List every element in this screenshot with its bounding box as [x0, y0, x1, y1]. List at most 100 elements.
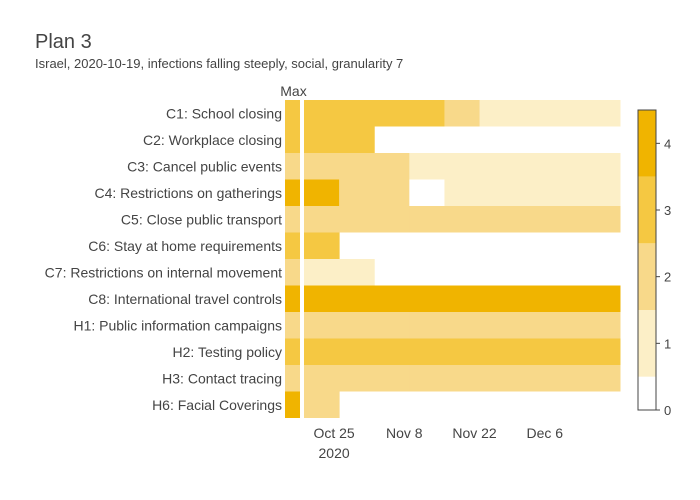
heatmap-cell	[549, 153, 586, 180]
row-label: H1: Public information campaigns	[73, 317, 282, 333]
heatmap-cell	[549, 100, 586, 127]
heatmap-cell	[444, 312, 481, 339]
heatmap-cell	[444, 100, 481, 127]
heatmap-cell	[444, 338, 481, 365]
x-tick-label: Oct 25	[313, 425, 354, 441]
heatmap-cell	[374, 153, 410, 180]
row-label: C3: Cancel public events	[127, 158, 282, 174]
max-column-header: Max	[280, 83, 306, 99]
heatmap-cell	[339, 259, 375, 286]
x-tick-sublabel: 2020	[319, 445, 350, 461]
heatmap-cell	[339, 338, 375, 365]
heatmap-cell	[549, 365, 586, 392]
heatmap-cell	[584, 153, 621, 180]
heatmap-cell	[479, 365, 516, 392]
heatmap-cell	[584, 285, 621, 312]
colorbar-tick-label: 2	[664, 270, 671, 285]
heatmap-cell	[409, 153, 445, 180]
colorbar-tick-label: 0	[664, 403, 671, 418]
row-label: H2: Testing policy	[173, 344, 282, 360]
row-label: C2: Workplace closing	[143, 132, 282, 148]
heatmap-cell	[409, 338, 445, 365]
heatmap-cell	[339, 179, 375, 206]
heatmap-cell	[374, 312, 410, 339]
max-cell	[285, 100, 300, 127]
heatmap-cell	[444, 153, 481, 180]
heatmap-cell	[584, 206, 621, 233]
max-cell	[285, 126, 300, 153]
heatmap-cell	[374, 206, 410, 233]
heatmap-cell	[304, 259, 340, 286]
colorbar-segment	[638, 376, 656, 410]
heatmap-cell	[374, 365, 410, 392]
heatmap-cell	[339, 312, 375, 339]
heatmap-cell	[304, 338, 340, 365]
row-label: C1: School closing	[166, 105, 282, 121]
heatmap-cell	[304, 153, 340, 180]
heatmap-cell	[444, 179, 481, 206]
x-tick-label: Nov 8	[386, 425, 423, 441]
colorbar-outline	[637, 109, 657, 411]
colorbar-segment	[638, 110, 656, 177]
colorbar-segment	[638, 176, 656, 244]
max-cell	[285, 338, 300, 365]
max-cell	[285, 365, 300, 392]
heatmap-cell	[304, 232, 340, 259]
chart-title: Plan 3	[35, 31, 92, 53]
heatmap-cell	[409, 285, 445, 312]
heatmap-cell	[374, 100, 410, 127]
heatmap-cell	[549, 179, 586, 206]
heatmap-cell	[584, 100, 621, 127]
heatmap-cell	[304, 391, 340, 418]
heatmap-cell	[514, 100, 551, 127]
colorbar-tick-label: 3	[664, 203, 671, 218]
heatmap-cell	[409, 206, 445, 233]
heatmap-cell	[339, 206, 375, 233]
heatmap-cell	[409, 365, 445, 392]
chart-subtitle: Israel, 2020-10-19, infections falling s…	[35, 56, 404, 71]
row-label: C4: Restrictions on gatherings	[94, 185, 282, 201]
heatmap-cell	[339, 100, 375, 127]
heatmap-cell	[304, 100, 340, 127]
heatmap-cell	[479, 206, 516, 233]
heatmap-cell	[584, 365, 621, 392]
heatmap-cell	[374, 179, 410, 206]
heatmap-cell	[479, 153, 516, 180]
heatmap-cell	[514, 285, 551, 312]
heatmap-cell	[514, 312, 551, 339]
heatmap-cell	[444, 206, 481, 233]
heatmap-cell	[584, 338, 621, 365]
heatmap-cell	[479, 285, 516, 312]
max-cell	[285, 232, 300, 259]
heatmap-cell	[304, 365, 340, 392]
heatmap-cell	[479, 312, 516, 339]
heatmap-cell	[514, 365, 551, 392]
x-tick-label: Dec 6	[526, 425, 563, 441]
x-tick-label: Nov 22	[452, 425, 497, 441]
row-label: C8: International travel controls	[88, 291, 282, 307]
colorbar-tick-label: 4	[664, 136, 671, 151]
heatmap-cell	[409, 179, 445, 206]
heatmap-cell	[514, 153, 551, 180]
max-cell	[285, 312, 300, 339]
heatmap-cell	[339, 365, 375, 392]
heatmap-cell	[409, 100, 445, 127]
heatmap-cell	[514, 338, 551, 365]
max-cell	[285, 179, 300, 206]
heatmap-cell	[374, 285, 410, 312]
heatmap-cell	[374, 338, 410, 365]
max-cell	[285, 285, 300, 312]
heatmap-cell	[584, 179, 621, 206]
heatmap-cell	[304, 179, 340, 206]
heatmap-cell	[584, 312, 621, 339]
heatmap-cell	[549, 312, 586, 339]
heatmap-cell	[549, 206, 586, 233]
max-cell	[285, 391, 300, 418]
heatmap-cell	[444, 285, 481, 312]
heatmap-cell	[479, 338, 516, 365]
max-cell	[285, 153, 300, 180]
row-label: C6: Stay at home requirements	[88, 238, 282, 254]
colorbar-segment	[638, 243, 656, 310]
max-cell	[285, 206, 300, 233]
